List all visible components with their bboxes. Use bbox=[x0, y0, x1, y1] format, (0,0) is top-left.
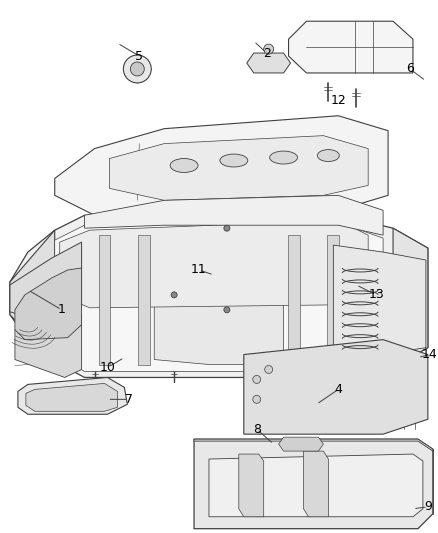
Ellipse shape bbox=[318, 150, 339, 161]
Circle shape bbox=[264, 44, 274, 54]
Circle shape bbox=[224, 307, 230, 313]
Polygon shape bbox=[333, 245, 426, 354]
Polygon shape bbox=[18, 377, 127, 414]
Circle shape bbox=[131, 62, 144, 76]
Text: 7: 7 bbox=[125, 393, 133, 406]
Polygon shape bbox=[15, 268, 81, 340]
Polygon shape bbox=[194, 439, 433, 529]
Text: 9: 9 bbox=[424, 500, 432, 513]
Polygon shape bbox=[10, 230, 55, 361]
Text: 4: 4 bbox=[334, 383, 342, 396]
Text: 12: 12 bbox=[330, 94, 346, 107]
Circle shape bbox=[171, 292, 177, 298]
Text: 5: 5 bbox=[135, 50, 143, 62]
Polygon shape bbox=[289, 21, 413, 73]
Circle shape bbox=[253, 395, 261, 403]
Polygon shape bbox=[138, 235, 150, 365]
Polygon shape bbox=[327, 235, 339, 365]
Polygon shape bbox=[85, 196, 383, 235]
Circle shape bbox=[124, 55, 151, 83]
Polygon shape bbox=[26, 383, 117, 411]
Polygon shape bbox=[60, 220, 368, 308]
Polygon shape bbox=[10, 215, 428, 377]
Polygon shape bbox=[154, 225, 283, 365]
Polygon shape bbox=[55, 116, 388, 215]
Text: 11: 11 bbox=[191, 263, 207, 277]
Ellipse shape bbox=[270, 151, 297, 164]
Ellipse shape bbox=[170, 158, 198, 173]
Polygon shape bbox=[288, 235, 300, 365]
Circle shape bbox=[253, 375, 261, 383]
Polygon shape bbox=[393, 228, 428, 367]
Text: 14: 14 bbox=[422, 348, 438, 361]
Ellipse shape bbox=[220, 154, 248, 167]
Polygon shape bbox=[110, 135, 368, 200]
Text: 2: 2 bbox=[263, 46, 271, 60]
Polygon shape bbox=[209, 454, 423, 517]
Text: 1: 1 bbox=[58, 303, 66, 316]
Polygon shape bbox=[15, 315, 81, 377]
Polygon shape bbox=[304, 451, 328, 517]
Polygon shape bbox=[10, 242, 81, 325]
Polygon shape bbox=[279, 437, 323, 451]
Text: 13: 13 bbox=[368, 288, 384, 301]
Polygon shape bbox=[247, 53, 290, 73]
Polygon shape bbox=[99, 235, 110, 365]
Polygon shape bbox=[194, 439, 433, 451]
Polygon shape bbox=[244, 340, 428, 434]
Text: 6: 6 bbox=[406, 62, 414, 76]
Circle shape bbox=[224, 225, 230, 231]
Text: 10: 10 bbox=[99, 361, 115, 374]
Circle shape bbox=[265, 366, 272, 374]
Polygon shape bbox=[239, 454, 264, 517]
Polygon shape bbox=[55, 222, 383, 372]
Text: 8: 8 bbox=[253, 423, 261, 435]
